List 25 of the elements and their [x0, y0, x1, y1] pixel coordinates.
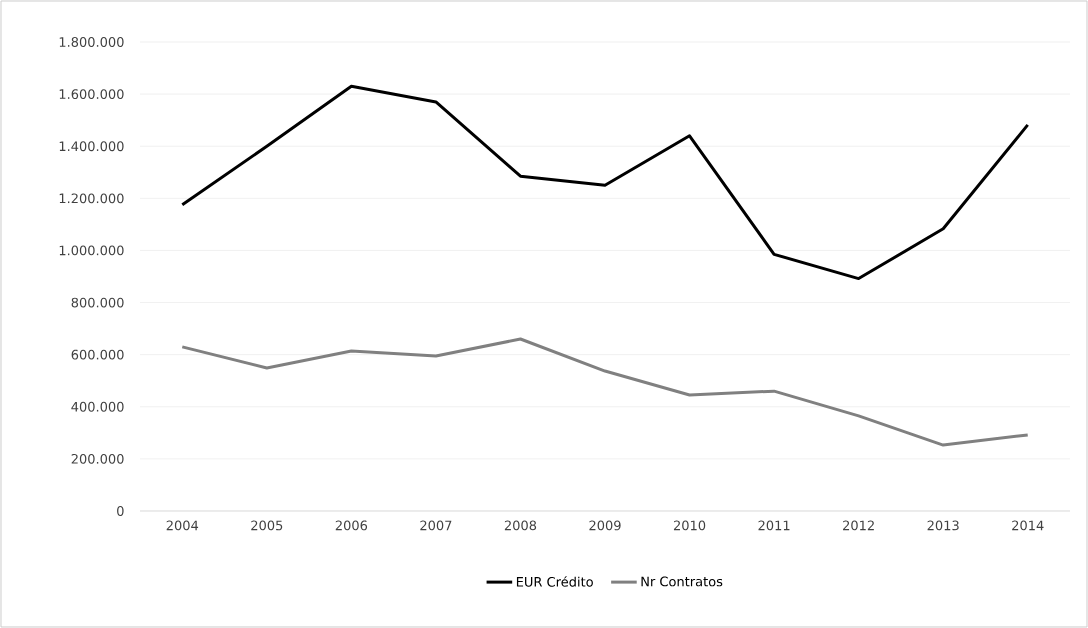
y-tick-label: 1.400.000: [59, 141, 124, 152]
line-series: [180, 337, 1030, 447]
line-series: [180, 84, 1030, 281]
x-tick-label: 2009: [589, 520, 621, 531]
y-tick-label: 1.600.000: [59, 89, 124, 100]
y-tick-label: 800.000: [71, 297, 124, 308]
x-tick-label: 2014: [1012, 520, 1044, 531]
y-tick-label: 200.000: [71, 453, 124, 464]
y-tick-label: 1.200.000: [59, 193, 124, 204]
x-tick-label: 2011: [758, 520, 790, 531]
y-tick-label: 1.800.000: [59, 37, 124, 47]
y-tick-label: 400.000: [71, 401, 124, 412]
x-tick-label: 2013: [927, 520, 959, 531]
x-tick-label: 2012: [843, 520, 874, 531]
x-tick-label: 2004: [166, 520, 199, 531]
y-tick-label: 0: [117, 506, 124, 516]
x-tick-label: 2006: [335, 520, 368, 531]
x-tick-label: 2007: [420, 520, 452, 531]
legend-label: Nr Contratos: [641, 576, 723, 587]
x-tick-label: 2008: [504, 520, 537, 531]
legend-label: EUR Crédito: [516, 576, 593, 587]
x-tick-label: 2010: [673, 520, 706, 531]
y-tick-label: 600.000: [71, 349, 124, 360]
x-tick-label: 2005: [251, 520, 283, 531]
y-tick-label: 1.000.000: [59, 245, 124, 256]
